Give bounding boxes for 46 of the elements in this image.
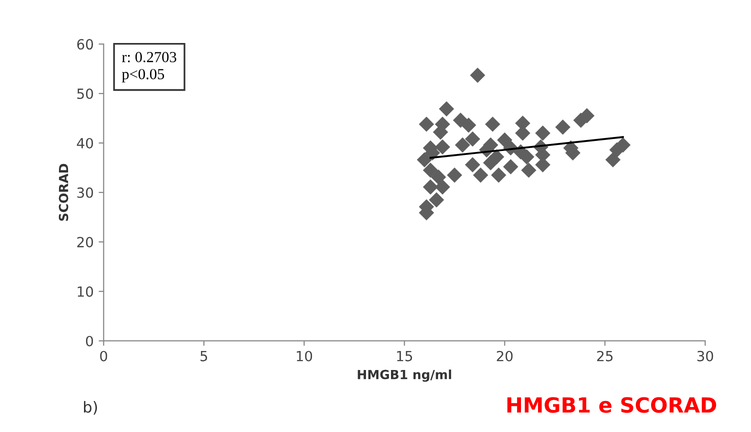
point — [454, 137, 470, 153]
x-tick-label: 10 — [296, 350, 312, 362]
x-tick-label: 0 — [100, 350, 108, 362]
x-tick-label: 30 — [697, 350, 714, 362]
point — [422, 179, 438, 195]
point — [464, 131, 480, 147]
y-tick-label: 0 — [86, 336, 93, 346]
y-tick-label: 50 — [77, 88, 93, 99]
point — [555, 120, 570, 135]
point — [473, 168, 488, 183]
y-tick-label: 20 — [77, 236, 93, 248]
x-tick-label: 25 — [597, 350, 613, 362]
x-tick-label: 20 — [496, 350, 513, 362]
point — [428, 192, 444, 208]
point — [416, 152, 432, 168]
annotation: r: 0.2703 p<0.05 — [122, 52, 176, 82]
text: b) — [84, 400, 97, 415]
point — [503, 159, 518, 174]
point — [430, 170, 446, 185]
point — [434, 139, 450, 155]
x-tick-label: 15 — [397, 351, 412, 362]
point — [434, 179, 450, 195]
y-tick-label: 10 — [78, 286, 93, 297]
point — [460, 118, 476, 133]
point — [418, 116, 434, 132]
point — [446, 168, 462, 183]
y-tick-label: 40 — [76, 138, 93, 148]
y-axis-title: SCORAD — [58, 164, 68, 221]
x-axis-title: HMGB1 ng/ml — [358, 370, 452, 382]
x-tick-label: 5 — [200, 351, 208, 362]
y-tick-label: 30 — [77, 187, 93, 198]
point — [519, 149, 534, 164]
point — [422, 162, 438, 178]
text: HMGB1 e SCORAD — [507, 397, 716, 413]
point — [438, 101, 454, 116]
point — [470, 68, 486, 83]
point — [485, 116, 500, 132]
y-tick-label: 60 — [77, 39, 93, 50]
point — [464, 157, 480, 172]
point — [491, 168, 506, 183]
point — [573, 112, 588, 128]
point — [535, 125, 550, 141]
point — [497, 132, 512, 148]
point — [521, 162, 536, 178]
point — [605, 152, 621, 168]
point — [483, 155, 498, 170]
